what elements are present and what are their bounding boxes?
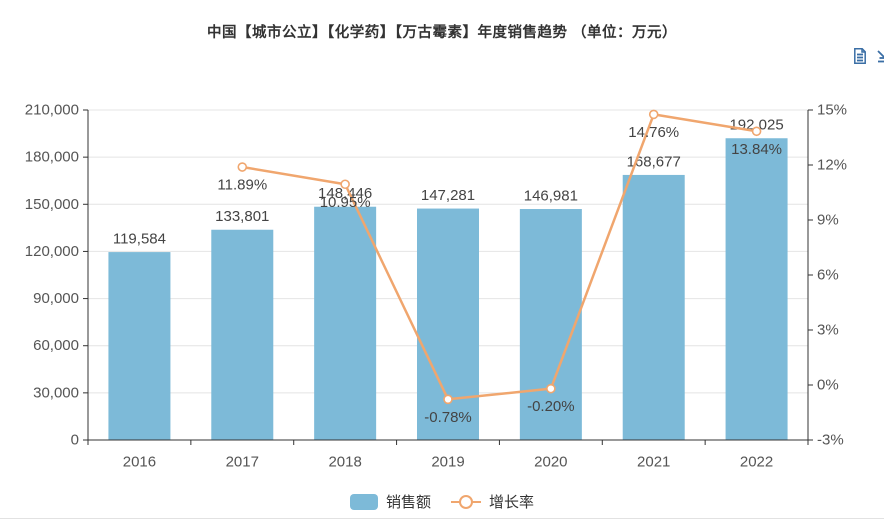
- line-point-2018[interactable]: [340, 179, 350, 190]
- line-point-2017[interactable]: [237, 162, 248, 172]
- right-axis-tick-label: 0%: [817, 377, 839, 394]
- bar-value-label-2018: 148,446: [318, 185, 372, 202]
- growth-value-label-2022: 13.84%: [731, 141, 782, 158]
- x-axis-label-2019: 2019: [431, 454, 464, 471]
- left-axis-tick-label: 120,000: [25, 243, 79, 260]
- bar-value-label-2021: 168,677: [627, 153, 681, 170]
- x-axis-label-2016: 2016: [123, 454, 156, 471]
- chart-title: 中国【城市公立】【化学药】【万古霉素】年度销售趋势 （单位：万元）: [206, 25, 678, 41]
- bar-2020[interactable]: [519, 209, 582, 440]
- data-view-icon[interactable]: [851, 47, 869, 65]
- growth-line: [241, 113, 758, 401]
- bar-value-label-2016: 119,584: [113, 231, 166, 248]
- growth-value-label-2021: 14.76%: [628, 124, 679, 141]
- right-axis-tick-label: 12%: [817, 157, 847, 174]
- bar-2016[interactable]: [108, 252, 171, 440]
- line-series-marker: [451, 494, 481, 510]
- right-axis-tick-label: 9%: [817, 212, 839, 229]
- x-axis-label-2020: 2020: [534, 454, 567, 471]
- line-point-2019[interactable]: [443, 394, 453, 405]
- left-axis-tick-label: 90,000: [33, 290, 79, 307]
- growth-value-label-2019: -0.78%: [424, 409, 472, 426]
- bar-value-label-2020: 146,981: [524, 188, 578, 205]
- left-axis-tick-label: 60,000: [33, 337, 79, 354]
- x-axis-label-2022: 2022: [740, 454, 773, 471]
- bar-2022[interactable]: [725, 138, 788, 440]
- legend-item-sales[interactable]: 销售额: [349, 491, 431, 512]
- bar-2018[interactable]: [314, 206, 377, 440]
- growth-value-label-2017: 11.89%: [217, 177, 267, 194]
- legend-label-growth: 增长率: [489, 494, 535, 511]
- toolbox: [851, 47, 884, 65]
- legend-item-growth[interactable]: 增长率: [451, 491, 534, 512]
- bar-series-swatch: [349, 493, 378, 510]
- line-point-2020[interactable]: [546, 383, 556, 394]
- left-axis-tick-label: 210,000: [25, 102, 79, 119]
- left-axis-tick-label: 0: [71, 432, 79, 449]
- bar-value-label-2017: 133,801: [215, 208, 269, 225]
- bar-2021[interactable]: [622, 174, 685, 440]
- legend: 销售额 增长率: [0, 491, 884, 512]
- growth-value-label-2020: -0.20%: [527, 398, 575, 415]
- bar-2019[interactable]: [417, 208, 479, 440]
- x-axis-label-2017: 2017: [226, 454, 259, 471]
- line-point-2022[interactable]: [751, 126, 762, 137]
- bar-2017[interactable]: [211, 229, 274, 440]
- right-axis-tick-label: -3%: [817, 432, 844, 449]
- right-axis-tick-label: 3%: [817, 322, 839, 339]
- bar-value-label-2019: 147,281: [421, 187, 475, 204]
- right-axis-tick-label: 6%: [817, 267, 839, 284]
- line-series-marker-dot: [459, 494, 473, 509]
- left-axis-tick-label: 180,000: [25, 149, 79, 166]
- left-axis-tick-label: 30,000: [33, 384, 79, 401]
- x-axis-label-2018: 2018: [328, 454, 361, 471]
- line-point-2021[interactable]: [648, 109, 659, 120]
- divider: [0, 518, 884, 519]
- x-axis-label-2021: 2021: [637, 454, 670, 471]
- legend-label-sales: 销售额: [385, 494, 431, 511]
- left-axis-tick-label: 150,000: [25, 196, 79, 213]
- right-axis-tick-label: 15%: [817, 102, 847, 119]
- growth-value-label-2018: 10.95%: [320, 194, 371, 211]
